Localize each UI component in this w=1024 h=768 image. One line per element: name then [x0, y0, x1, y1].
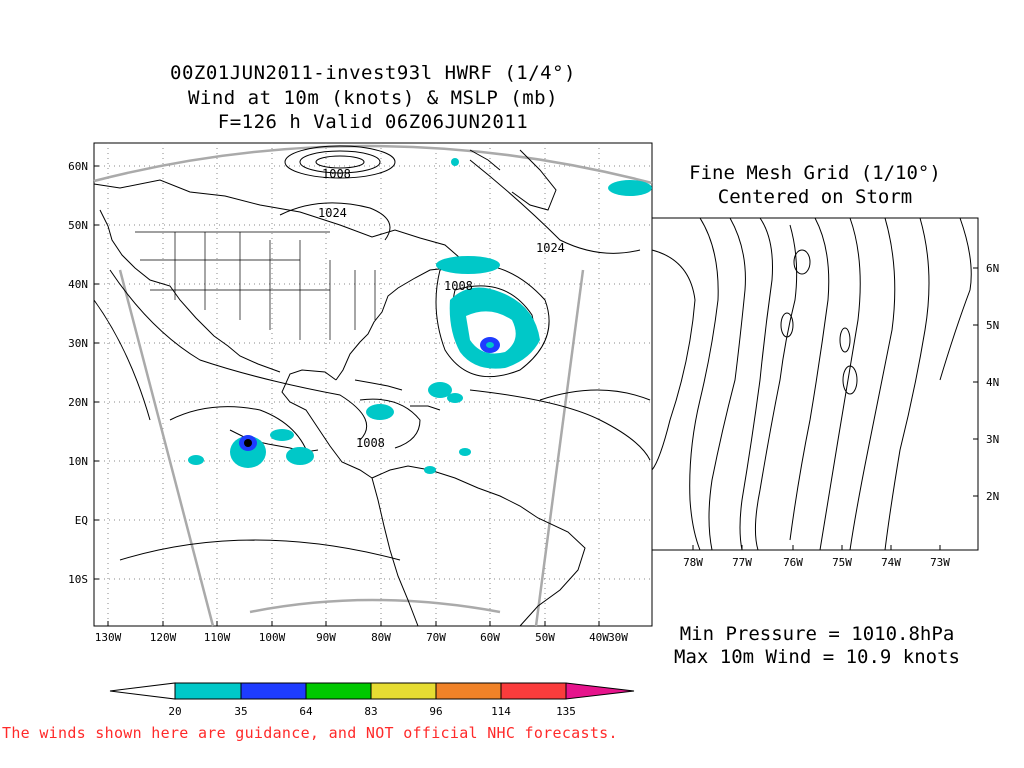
fine-lat-tick-label: 6N [986, 262, 999, 275]
contour-label-1008-storm: 1008 [444, 279, 473, 293]
main-map-tick-marks [94, 165, 600, 626]
fine-mesh-title-line-2: Centered on Storm [717, 186, 913, 208]
lat-tick-label: 10N [68, 455, 88, 468]
colorbar-swatch [305, 682, 372, 700]
colorbar-label: 83 [364, 705, 377, 718]
colorbar-label: 20 [168, 705, 181, 718]
map-title-line-1: 00Z01JUN2011-invest93l HWRF (1/4°) [170, 62, 576, 84]
model-domain-boundary [93, 144, 653, 627]
max-wind-readout: Max 10m Wind = 10.9 knots [674, 646, 960, 668]
lat-tick-label: 10S [68, 573, 88, 586]
lon-tick-label: 60W [480, 631, 500, 644]
lat-tick-label: 60N [68, 160, 88, 173]
lon-tick-label: 100W [259, 631, 286, 644]
fine-lat-tick-label: 5N [986, 319, 999, 332]
lat-tick-label: EQ [75, 514, 88, 527]
fine-lon-tick-label: 76W [783, 556, 803, 569]
lon-tick-label: 30W [608, 631, 628, 644]
fine-lon-tick-label: 77W [732, 556, 752, 569]
contour-label-1024-west: 1024 [318, 206, 347, 220]
fine-mesh-isobars [651, 217, 972, 551]
lon-tick-label: 130W [95, 631, 122, 644]
colorbar-swatch [174, 682, 242, 700]
lon-tick-label: 80W [371, 631, 391, 644]
contour-label-1008-north: 1008 [322, 167, 351, 181]
lon-tick-label: 70W [426, 631, 446, 644]
colorbar-swatch [500, 682, 567, 700]
colorbar-low-cap [109, 682, 176, 700]
lon-tick-label: 40W [589, 631, 609, 644]
colorbar-high-cap [565, 682, 635, 700]
lat-tick-label: 20N [68, 396, 88, 409]
colorbar-swatch [240, 682, 307, 700]
fine-lat-tick-label: 2N [986, 490, 999, 503]
fine-mesh-title-line-1: Fine Mesh Grid (1/10°) [689, 162, 941, 184]
colorbar-label: 35 [234, 705, 247, 718]
fine-lon-tick-label: 74W [881, 556, 901, 569]
colorbar-label: 64 [299, 705, 313, 718]
fine-lat-tick-label: 3N [986, 433, 999, 446]
fine-lat-tick-label: 4N [986, 376, 999, 389]
colorbar-label: 114 [491, 705, 511, 718]
lat-tick-label: 50N [68, 219, 88, 232]
wind-shading [188, 158, 652, 474]
guidance-disclaimer: The winds shown here are guidance, and N… [2, 724, 618, 742]
colorbar-swatch [370, 682, 437, 700]
lon-tick-label: 50W [535, 631, 555, 644]
lon-tick-label: 90W [316, 631, 336, 644]
map-title-line-3: F=126 h Valid 06Z06JUN2011 [217, 111, 529, 133]
fine-lon-tick-label: 78W [683, 556, 703, 569]
map-title-line-2: Wind at 10m (knots) & MSLP (mb) [187, 87, 559, 109]
colorbar-label: 96 [429, 705, 442, 718]
lat-tick-label: 30N [68, 337, 88, 350]
fine-lon-tick-label: 75W [832, 556, 852, 569]
state-borders [135, 231, 376, 340]
lat-tick-label: 40N [68, 278, 88, 291]
min-pressure-readout: Min Pressure = 1010.8hPa [679, 623, 955, 645]
colorbar-swatch [435, 682, 502, 700]
fine-lon-tick-label: 73W [930, 556, 950, 569]
contour-label-1024-east: 1024 [536, 241, 565, 255]
fine-mesh-tick-marks [692, 267, 978, 550]
colorbar-label: 135 [556, 705, 576, 718]
lon-tick-label: 110W [204, 631, 231, 644]
lon-tick-label: 120W [150, 631, 177, 644]
isobars [93, 145, 651, 561]
contour-label-1008-caribbean: 1008 [356, 436, 385, 450]
